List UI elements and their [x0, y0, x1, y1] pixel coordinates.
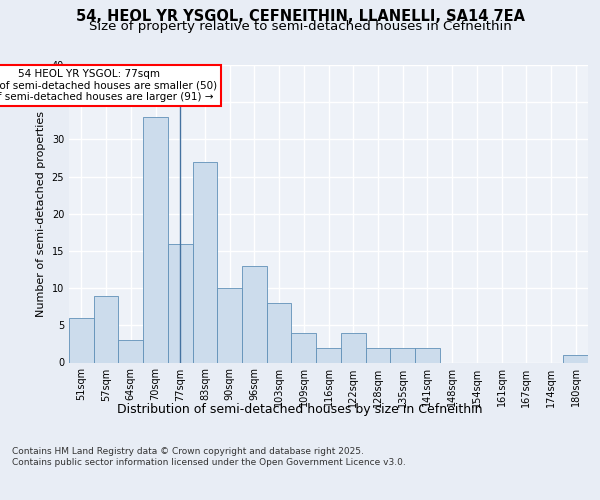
Bar: [316, 348, 341, 362]
Bar: [415, 348, 440, 362]
Bar: [390, 348, 415, 362]
Bar: [193, 162, 217, 362]
Bar: [341, 333, 365, 362]
Y-axis label: Number of semi-detached properties: Number of semi-detached properties: [36, 111, 46, 317]
Bar: [242, 266, 267, 362]
Bar: [365, 348, 390, 362]
Bar: [292, 333, 316, 362]
Bar: [94, 296, 118, 362]
Bar: [143, 117, 168, 362]
Text: Size of property relative to semi-detached houses in Cefneithin: Size of property relative to semi-detach…: [89, 20, 511, 33]
Bar: [118, 340, 143, 362]
Text: Contains HM Land Registry data © Crown copyright and database right 2025.
Contai: Contains HM Land Registry data © Crown c…: [12, 448, 406, 467]
Text: 54, HEOL YR YSGOL, CEFNEITHIN, LLANELLI, SA14 7EA: 54, HEOL YR YSGOL, CEFNEITHIN, LLANELLI,…: [76, 9, 524, 24]
Bar: [267, 303, 292, 362]
Bar: [69, 318, 94, 362]
Bar: [217, 288, 242, 362]
Text: 54 HEOL YR YSGOL: 77sqm
← 35% of semi-detached houses are smaller (50)
65% of se: 54 HEOL YR YSGOL: 77sqm ← 35% of semi-de…: [0, 68, 217, 102]
Bar: [563, 355, 588, 362]
Bar: [168, 244, 193, 362]
Text: Distribution of semi-detached houses by size in Cefneithin: Distribution of semi-detached houses by …: [117, 402, 483, 415]
